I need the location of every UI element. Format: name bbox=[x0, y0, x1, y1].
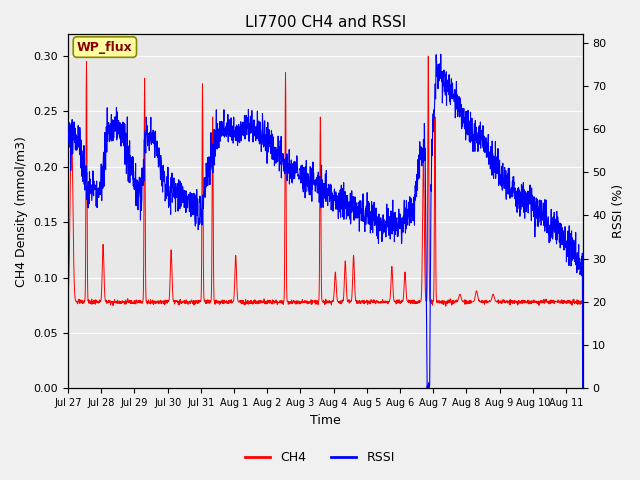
Text: WP_flux: WP_flux bbox=[77, 40, 132, 54]
Y-axis label: RSSI (%): RSSI (%) bbox=[612, 184, 625, 238]
Title: LI7700 CH4 and RSSI: LI7700 CH4 and RSSI bbox=[244, 15, 406, 30]
Legend: CH4, RSSI: CH4, RSSI bbox=[240, 446, 400, 469]
X-axis label: Time: Time bbox=[310, 414, 340, 427]
Y-axis label: CH4 Density (mmol/m3): CH4 Density (mmol/m3) bbox=[15, 136, 28, 287]
